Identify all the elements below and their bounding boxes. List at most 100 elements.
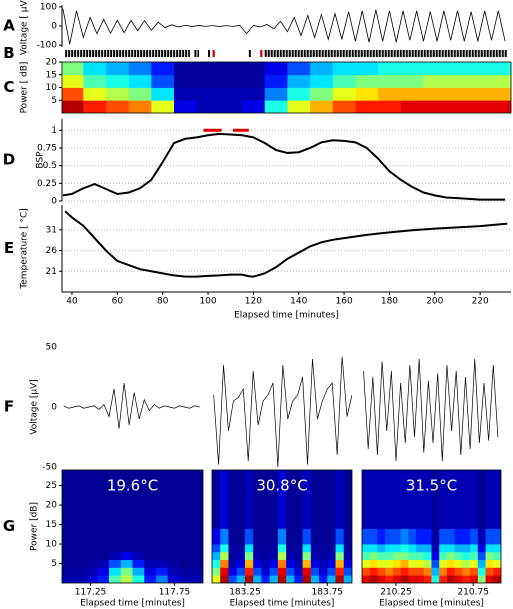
heat-cell <box>73 551 86 561</box>
heat-cell <box>253 559 262 568</box>
heat-cell <box>468 87 492 101</box>
heat-cell <box>191 528 203 545</box>
heat-cell <box>242 74 266 88</box>
heat-cell <box>191 551 203 561</box>
heat-cell <box>493 575 501 583</box>
heat-cell <box>477 559 486 568</box>
panel-letter: A <box>3 17 15 35</box>
heat-cell <box>446 559 456 568</box>
y-tick-label: 100 <box>40 2 57 12</box>
heat-cell <box>73 567 86 576</box>
heat-cell <box>261 544 271 553</box>
heat-cell <box>156 551 169 561</box>
heat-cell <box>477 470 486 529</box>
heat-cell <box>244 528 254 545</box>
y-tick-label: 0.5 <box>43 161 57 171</box>
heat-cell <box>335 544 345 553</box>
heat-cell <box>156 544 169 553</box>
heat-cell <box>327 528 336 545</box>
y-tick-label: -50 <box>42 463 57 473</box>
heat-cell <box>109 575 122 583</box>
heat-cell <box>73 528 86 545</box>
heat-cell <box>343 528 352 545</box>
heat-cell <box>174 74 198 88</box>
heat-cell <box>431 567 440 576</box>
heat-cell <box>446 567 456 576</box>
heat-cell <box>335 559 345 568</box>
heat-cell <box>439 567 448 576</box>
heat-cell <box>319 567 328 576</box>
heat-cell <box>408 559 417 568</box>
heat-cell <box>220 567 229 576</box>
heat-cell <box>212 575 221 583</box>
heat-cell <box>219 62 243 76</box>
heat-cell <box>362 470 371 529</box>
heat-cell <box>470 567 479 576</box>
heat-cell <box>220 470 229 529</box>
heat-cell <box>423 62 447 76</box>
heat-cell <box>468 74 492 88</box>
y-tick-label: 25 <box>46 481 57 491</box>
heat-cell <box>132 544 145 553</box>
heat-cell <box>120 544 133 553</box>
heat-cell <box>385 528 394 545</box>
heat-cell <box>212 470 221 529</box>
heat-cell <box>277 559 287 568</box>
x-tick-label: 183.75 <box>312 588 344 598</box>
heat-cell <box>377 559 386 568</box>
heat-cell <box>416 559 425 568</box>
heat-cell <box>485 575 494 583</box>
heat-cell <box>228 551 238 561</box>
heat-cell <box>485 567 494 576</box>
heat-cell <box>212 559 221 568</box>
heat-cell <box>219 74 243 88</box>
x-axis-label: Elapsed time [minutes] <box>80 599 185 609</box>
heat-cell <box>416 544 425 553</box>
heat-cell <box>287 62 311 76</box>
heat-cell <box>302 528 312 545</box>
heat-cell <box>485 528 494 545</box>
heat-cell <box>454 559 463 568</box>
heat-cell <box>286 544 295 553</box>
y-tick-label: 1 <box>51 126 57 136</box>
heat-cell <box>294 544 303 553</box>
heat-cell <box>369 528 378 545</box>
heat-cell <box>286 567 295 576</box>
line <box>62 132 506 201</box>
heat-cell <box>400 62 424 76</box>
heat-cell <box>310 528 320 545</box>
heat-cell <box>319 470 328 529</box>
heat-cell <box>62 74 84 88</box>
heat-cell <box>416 575 425 583</box>
heat-cell <box>310 470 320 529</box>
heat-cell <box>264 87 288 101</box>
heat-cell <box>385 567 394 576</box>
heat-cell <box>128 87 152 101</box>
heat-cell <box>174 87 198 101</box>
heat-cell <box>294 567 303 576</box>
heat-cell <box>462 551 471 561</box>
heat-cell <box>477 544 486 553</box>
heat-cell <box>408 551 417 561</box>
heat-cell <box>228 544 238 553</box>
heat-cell <box>408 567 417 576</box>
heat-cell <box>120 567 133 576</box>
heat-cell <box>167 575 180 583</box>
heat-cell <box>105 62 130 76</box>
plot-frame <box>61 61 512 114</box>
heat-cell <box>485 470 494 529</box>
heat-cell <box>485 544 494 553</box>
heat-cell <box>470 559 479 568</box>
heat-cell <box>408 528 417 545</box>
heat-cell <box>355 74 379 88</box>
heat-cell <box>62 567 75 576</box>
heat-cell <box>196 87 220 101</box>
heat-cell <box>431 551 440 561</box>
heat-cell <box>128 62 152 76</box>
heat-cell <box>408 470 417 529</box>
heat-cell <box>277 575 287 583</box>
heat-cell <box>462 567 471 576</box>
heat-cell <box>302 551 312 561</box>
y-tick-label: 26 <box>46 246 58 256</box>
heat-cell <box>261 575 271 583</box>
